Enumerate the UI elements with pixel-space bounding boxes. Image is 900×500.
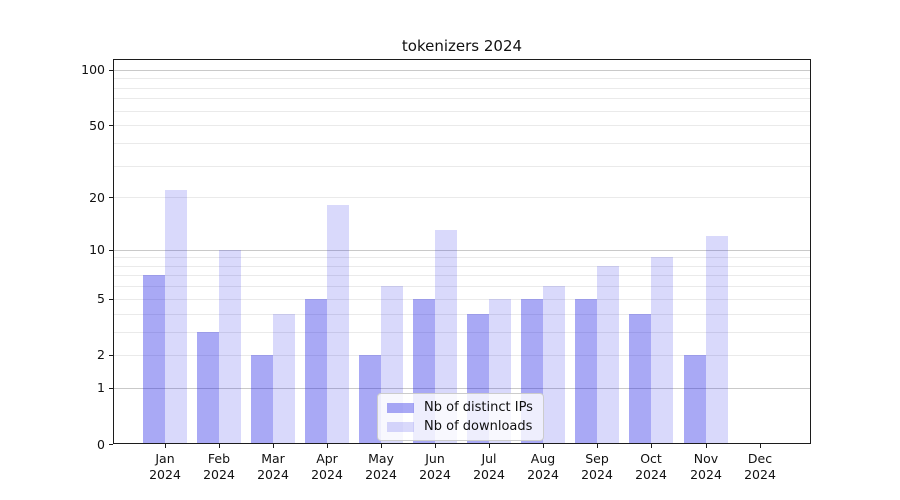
bar-downloads-apr (327, 205, 349, 444)
legend-label-distinct-ips: Nb of distinct IPs (424, 400, 533, 415)
y-tick-mark (109, 250, 113, 251)
y-tick-label: 1 (97, 380, 105, 395)
y-tick-label: 20 (89, 190, 105, 205)
x-tick-mark (327, 444, 328, 448)
bar-downloads-oct (651, 257, 673, 444)
y-tick-label: 2 (97, 347, 105, 362)
y-minor-gridline (113, 314, 811, 315)
y-minor-gridline (113, 166, 811, 167)
legend-item-distinct-ips: Nb of distinct IPs (387, 400, 533, 415)
x-tick-label: Jul 2024 (473, 451, 505, 482)
bar-distinct-ips-may (359, 355, 381, 444)
x-tick-label: May 2024 (365, 451, 397, 482)
bar-distinct-ips-oct (629, 314, 651, 444)
y-tick-mark (109, 125, 113, 126)
bar-distinct-ips-apr (305, 299, 327, 444)
x-tick-label: Oct 2024 (635, 451, 667, 482)
chart-title: tokenizers 2024 (401, 37, 523, 55)
legend: Nb of distinct IPs Nb of downloads (377, 393, 544, 441)
y-tick-label: 5 (97, 291, 105, 306)
y-minor-gridline (113, 257, 811, 258)
x-tick-mark (435, 444, 436, 448)
y-tick-mark (109, 388, 113, 389)
y-tick-label: 50 (89, 118, 105, 133)
y-minor-gridline (113, 275, 811, 276)
x-tick-mark (165, 444, 166, 448)
bar-downloads-mar (273, 314, 295, 444)
x-tick-label: Nov 2024 (690, 451, 722, 482)
y-minor-gridline (113, 332, 811, 333)
x-tick-label: Feb 2024 (203, 451, 235, 482)
bar-downloads-jun (435, 230, 457, 444)
y-minor-gridline (113, 125, 811, 126)
legend-swatch-distinct-ips (387, 402, 414, 413)
x-tick-mark (651, 444, 652, 448)
bar-distinct-ips-nov (684, 355, 706, 444)
y-minor-gridline (113, 355, 811, 356)
x-tick-mark (489, 444, 490, 448)
x-tick-label: Sep 2024 (581, 451, 613, 482)
x-tick-mark (543, 444, 544, 448)
x-tick-mark (219, 444, 220, 448)
x-tick-label: Jun 2024 (419, 451, 451, 482)
y-minor-gridline (113, 197, 811, 198)
x-tick-label: Dec 2024 (744, 451, 776, 482)
x-tick-mark (273, 444, 274, 448)
y-tick-mark (109, 197, 113, 198)
x-tick-mark (381, 444, 382, 448)
y-minor-gridline (113, 88, 811, 89)
y-minor-gridline (113, 299, 811, 300)
y-major-gridline (113, 70, 811, 71)
bar-distinct-ips-feb (197, 332, 219, 444)
bar-distinct-ips-jan (143, 275, 165, 444)
x-tick-mark (706, 444, 707, 448)
x-tick-label: Aug 2024 (527, 451, 559, 482)
y-major-gridline (113, 250, 811, 251)
bar-downloads-feb (219, 250, 241, 444)
y-minor-gridline (113, 286, 811, 287)
y-tick-mark (109, 70, 113, 71)
bar-downloads-sep (597, 266, 619, 444)
x-tick-mark (760, 444, 761, 448)
bar-downloads-aug (543, 286, 565, 444)
y-tick-mark (109, 444, 113, 445)
x-tick-label: Mar 2024 (257, 451, 289, 482)
y-tick-mark (109, 299, 113, 300)
y-minor-gridline (113, 266, 811, 267)
legend-item-downloads: Nb of downloads (387, 419, 533, 434)
legend-swatch-downloads (387, 421, 414, 432)
bar-distinct-ips-mar (251, 355, 273, 444)
bar-distinct-ips-sep (575, 299, 597, 444)
y-tick-label: 10 (89, 242, 105, 257)
x-tick-label: Apr 2024 (311, 451, 343, 482)
x-tick-mark (597, 444, 598, 448)
y-tick-label: 100 (81, 62, 105, 77)
y-minor-gridline (113, 111, 811, 112)
y-minor-gridline (113, 98, 811, 99)
bar-downloads-nov (706, 236, 728, 444)
y-tick-label: 0 (97, 437, 105, 452)
bar-downloads-jan (165, 190, 187, 444)
y-tick-mark (109, 355, 113, 356)
y-major-gridline (113, 388, 811, 389)
x-tick-label: Jan 2024 (149, 451, 181, 482)
y-minor-gridline (113, 78, 811, 79)
y-minor-gridline (113, 143, 811, 144)
legend-label-downloads: Nb of downloads (424, 419, 533, 434)
